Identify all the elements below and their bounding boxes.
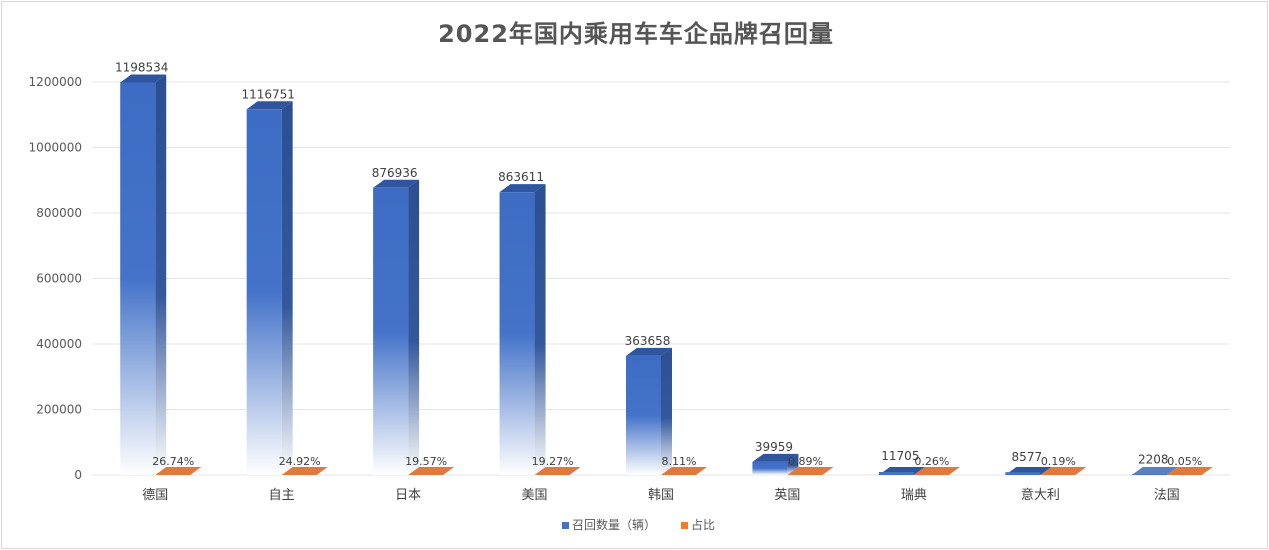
data-label-share: 0.19% — [1041, 455, 1076, 468]
bar-share — [913, 467, 960, 475]
data-label-count: 363658 — [625, 334, 671, 348]
bar-count-side — [661, 347, 672, 475]
bar-count-side — [408, 179, 420, 475]
bar-count — [373, 179, 420, 475]
bar-share — [1166, 467, 1213, 475]
y-tick-label: 1000000 — [29, 141, 82, 155]
bar-series: 1198534 26.74% 1116751 24.92% 876936 19.57% 86… — [115, 60, 1213, 476]
data-label-count: 1116751 — [241, 87, 294, 101]
x-tick-label: 英国 — [774, 488, 800, 503]
data-label-count: 2208 — [1138, 452, 1169, 466]
x-tick-label: 意大利 — [1021, 487, 1060, 503]
data-label-share: 24.92% — [279, 455, 321, 468]
x-tick-label: 瑞典 — [901, 488, 927, 503]
x-tick-label: 法国 — [1154, 488, 1180, 503]
bar-count — [878, 467, 925, 475]
bar-share — [787, 467, 834, 475]
bar-share — [1040, 467, 1087, 475]
y-tick-label: 0 — [74, 468, 82, 482]
bar-count-top — [499, 184, 546, 193]
bar-count-front — [120, 82, 156, 476]
bar-share — [661, 467, 707, 475]
bar-count-top — [373, 179, 420, 188]
data-label-count: 876936 — [372, 166, 418, 180]
data-label-count: 8577 — [1012, 450, 1043, 464]
bar-count-front — [878, 472, 914, 475]
data-label-share: 0.89% — [788, 455, 823, 468]
legend-swatch-count — [562, 522, 569, 529]
bar-count-front — [752, 461, 788, 475]
x-axis: 德国 自主 日本 美国 韩国 英国 瑞典 意大利 法国 — [142, 487, 1180, 503]
bar-count-top — [752, 453, 799, 462]
bar-count-top — [120, 74, 167, 83]
data-label-share: 26.74% — [152, 455, 194, 468]
bar-count — [1131, 467, 1178, 475]
data-label-share: 19.57% — [405, 455, 447, 468]
data-label-count: 11705 — [881, 449, 919, 463]
y-tick-label: 400000 — [36, 337, 82, 351]
bar-count-side — [281, 101, 293, 476]
bar-share — [281, 467, 328, 475]
bar-count — [499, 184, 546, 475]
x-tick-label: 自主 — [269, 488, 295, 503]
bar-count-side — [155, 74, 167, 476]
bar-count-top — [1131, 467, 1178, 475]
y-tick-label: 800000 — [36, 206, 82, 220]
bar-count — [246, 101, 293, 476]
legend-label-share: 占比 — [691, 517, 715, 532]
y-axis: 0 200000 400000 600000 800000 1000000 1200000 — [29, 75, 82, 482]
y-tick-label: 200000 — [36, 403, 82, 417]
data-label-count: 863611 — [498, 170, 544, 184]
legend: 召回数量（辆） 占比 — [562, 517, 715, 532]
bar-count — [626, 347, 672, 475]
data-label-share: 0.05% — [1167, 455, 1202, 468]
bar-share — [534, 467, 581, 475]
legend-label-count: 召回数量（辆） — [572, 517, 656, 532]
x-tick-label: 韩国 — [648, 488, 674, 503]
data-label-count: 39959 — [755, 440, 793, 454]
chart-title: 2022年国内乘用车车企品牌召回量 — [438, 20, 834, 48]
bar-count-top — [626, 347, 672, 356]
bar-count-side — [534, 184, 546, 475]
bar-count-side — [787, 453, 799, 475]
data-label-share: 0.26% — [914, 455, 949, 468]
x-tick-label: 美国 — [522, 488, 548, 503]
data-label-share: 8.11% — [662, 455, 697, 468]
bar-share — [155, 467, 202, 475]
legend-swatch-share — [681, 522, 688, 529]
bar-share — [408, 467, 455, 475]
bar-count — [1005, 467, 1052, 475]
bar-count-front — [1005, 472, 1041, 475]
data-label-count: 1198534 — [115, 60, 168, 74]
x-tick-label: 日本 — [395, 488, 421, 503]
bar-count — [752, 453, 799, 475]
bar-count-front — [373, 187, 409, 475]
bar-count-top — [246, 101, 293, 110]
y-tick-label: 1200000 — [29, 75, 82, 89]
bar-count-front — [246, 109, 282, 476]
x-tick-label: 德国 — [142, 488, 168, 503]
data-label-share: 19.27% — [532, 455, 574, 468]
bar-count-front — [626, 355, 661, 475]
bar-count-front — [1131, 474, 1167, 475]
y-tick-label: 600000 — [36, 272, 82, 286]
bar-count-front — [499, 192, 535, 475]
bar-count — [120, 74, 167, 476]
